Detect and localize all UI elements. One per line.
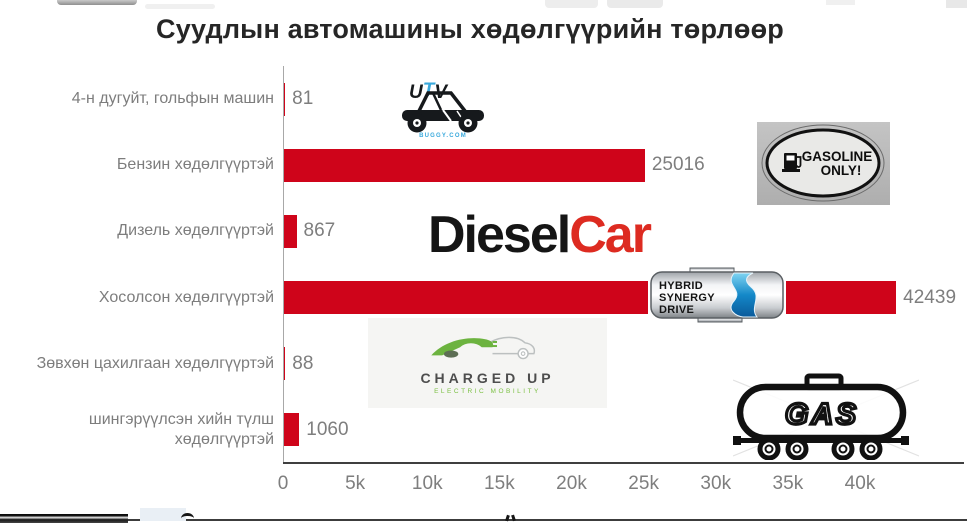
x-axis-tick: 25k <box>628 473 659 494</box>
top-edge-artifact <box>607 0 663 8</box>
category-label: Хосолсон хөдөлгүүртэй <box>98 288 274 306</box>
electric-mobility-subtitle: ELECTRIC MOBILITY <box>434 387 541 395</box>
gas-text: GAS <box>785 398 859 431</box>
category-label: Дизель хөдөлгүүртэй <box>117 222 274 240</box>
x-axis-tick: 20k <box>556 473 587 494</box>
only-text: ONLY! <box>821 163 862 178</box>
value-label: 42439 <box>903 286 957 308</box>
x-axis-tick: 30k <box>700 473 732 494</box>
hybrid-text: HYBRID <box>659 280 703 292</box>
dieselcar-text-red: Car <box>569 206 652 264</box>
dieselcar-text-black: Diesel <box>428 206 571 264</box>
x-axis-line <box>283 462 964 464</box>
x-axis-tick: 0 <box>277 473 289 494</box>
x-axis-tick: 10k <box>411 473 443 494</box>
bottom-left-artifact <box>0 514 128 523</box>
gasoline-text: GASOLINE <box>802 149 873 164</box>
top-edge-artifact <box>946 0 967 8</box>
category-axis: 4-н дугуйт, гольфын машин Бензин хөдөлгүү… <box>4 0 274 523</box>
category-label: Зөвхөн цахилгаан хөдөлгүүртэй <box>36 354 274 372</box>
dieselcar-logo: Diesel Car <box>428 206 706 264</box>
bottom-edge-line <box>85 519 967 521</box>
top-edge-artifact <box>826 0 855 5</box>
synergy-text: SYNERGY <box>659 292 715 304</box>
category-label: 4-н дугуйт, гольфын машин <box>71 90 274 108</box>
x-axis: 0 5k 10k 15k 20k 25k 30k 35k 40k <box>0 473 967 499</box>
bar[interactable] <box>284 148 645 182</box>
x-axis-tick: 35k <box>772 473 804 494</box>
charged-up-logo: CHARGED UP ELECTRIC MOBILITY <box>368 318 607 408</box>
category-label: Бензин хөдөлгүүртэй <box>116 156 274 174</box>
x-axis-tick: 15k <box>484 473 515 494</box>
bottom-edge-artifact <box>140 508 186 521</box>
charged-up-title: CHARGED UP <box>420 369 555 386</box>
value-label: 25016 <box>651 154 705 176</box>
top-edge-artifact <box>145 4 215 9</box>
y-axis-line <box>283 66 284 463</box>
gas-pump-icon <box>782 153 802 172</box>
hybrid-synergy-drive-badge: HYBRID SYNERGY DRIVE <box>648 266 786 324</box>
value-label: 81 <box>292 88 314 110</box>
cutoff-letter-fragment <box>511 514 516 522</box>
bar[interactable] <box>284 281 897 315</box>
bar[interactable] <box>284 214 297 248</box>
utv-site-text: BUGGY.COM <box>419 133 467 138</box>
gasoline-only-sticker: GASOLINE ONLY! <box>757 122 890 205</box>
electric-car-icon <box>430 336 535 359</box>
x-axis-tick: 40k <box>844 473 876 494</box>
value-label: 867 <box>303 220 336 242</box>
chart-title: Суудлын автомашины хөдөлгүүрийн төрлөөр <box>156 14 784 44</box>
top-edge-artifact <box>545 0 598 8</box>
utv-letter-u: U <box>409 82 424 103</box>
bar[interactable] <box>284 82 286 116</box>
cutoff-letter-fragment <box>181 513 194 523</box>
bar[interactable] <box>284 347 286 381</box>
gas-tank-car-illustration: bigstock GAS <box>732 370 920 461</box>
value-label: 1060 <box>306 418 349 440</box>
utv-buggy-icon: UTV BUGGY.COM <box>402 80 484 139</box>
value-label: 88 <box>292 352 314 374</box>
utv-buggy-logo: UTV BUGGY.COM <box>395 80 491 139</box>
bar[interactable] <box>284 413 300 447</box>
category-label: шингэрүүлсэн хийн түлш хөдөлгүүртэй <box>88 410 274 448</box>
x-axis-tick: 5k <box>345 473 366 494</box>
top-edge-artifact <box>57 0 137 5</box>
hybrid-wave-icon <box>730 272 759 318</box>
drive-text: DRIVE <box>659 304 694 316</box>
plot-area: 81 25016 867 42439 88 1060 <box>284 66 967 463</box>
